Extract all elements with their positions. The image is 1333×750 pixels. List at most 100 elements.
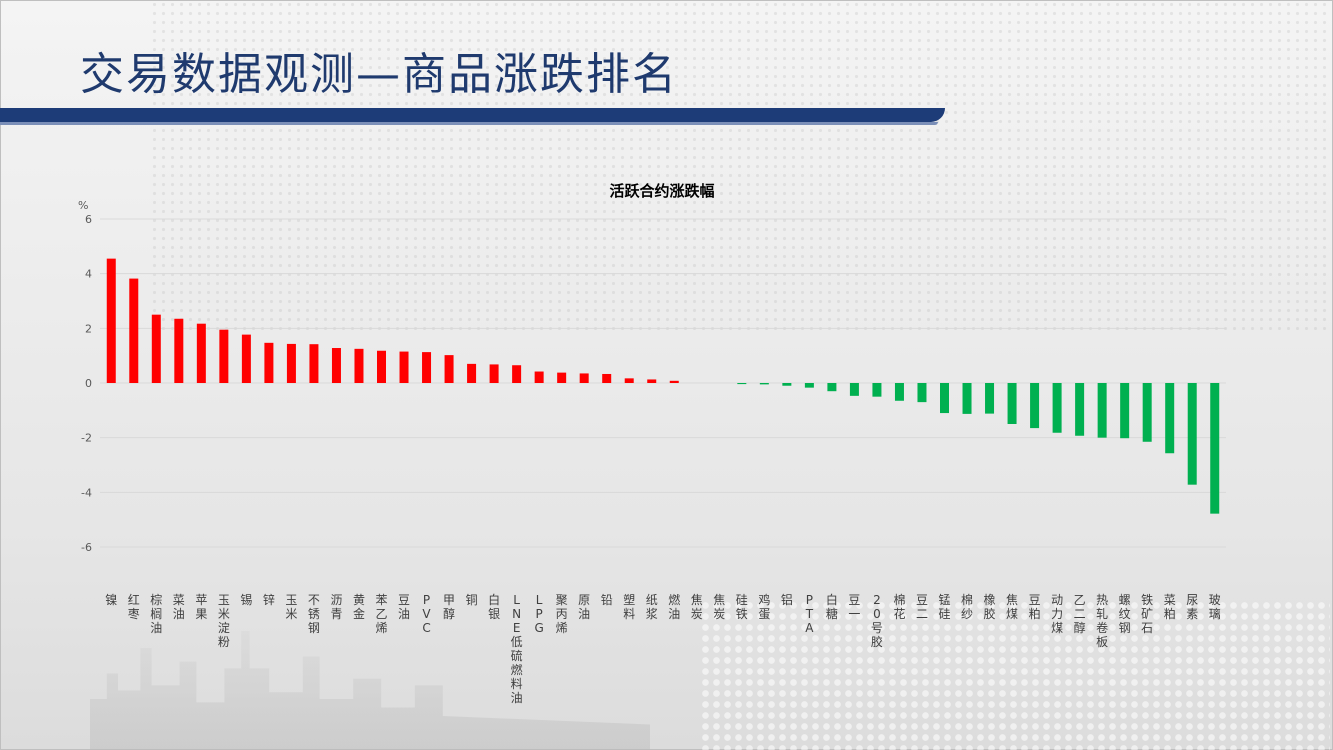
x-category-label: 锌 (263, 593, 275, 607)
bar (129, 278, 139, 383)
x-category-label: 菜粕 (1164, 593, 1176, 621)
x-category-label: 豆一 (848, 593, 860, 621)
bar (1165, 383, 1175, 454)
x-category-label: 不锈钢 (308, 593, 320, 635)
x-category-label: 黄金 (353, 593, 365, 621)
bar (602, 373, 612, 383)
bar (399, 351, 409, 383)
bar (872, 383, 882, 397)
bar (489, 364, 499, 383)
bar (174, 318, 184, 383)
bar (579, 373, 589, 383)
bar (354, 348, 364, 383)
x-category-label: 焦炭 (713, 593, 725, 621)
x-category-label: 螺纹钢 (1119, 593, 1131, 635)
bar (827, 383, 837, 392)
x-category-label: 纸浆 (646, 593, 658, 621)
x-category-label: 沥青 (330, 593, 342, 621)
bar (241, 334, 251, 383)
bar (557, 372, 567, 383)
bar (1075, 383, 1085, 436)
x-category-label: 棕榈油 (150, 592, 162, 635)
y-tick-label: 2 (85, 322, 92, 335)
y-tick-label: 6 (85, 213, 92, 226)
x-category-label: 焦炭 (691, 593, 703, 621)
x-category-label: 铁矿石 (1141, 593, 1153, 635)
bar (467, 363, 477, 383)
x-category-label: 乙二醇 (1074, 593, 1086, 635)
bar (331, 348, 341, 383)
hexagon-pattern-background (700, 600, 1330, 750)
x-category-label: 硅铁 (736, 593, 748, 621)
x-category-label: 锰硅 (938, 592, 950, 621)
bar (647, 379, 657, 383)
y-axis-unit-label: % (78, 199, 88, 212)
x-category-label: 白糖 (826, 592, 838, 621)
slide-title: 交易数据观测—商品涨跌排名 (80, 49, 678, 100)
bar (264, 342, 274, 383)
category-labels: 镍红枣棕榈油菜油苹果玉米淀粉锡锌玉米不锈钢沥青黄金苯乙烯豆油 P V C 甲醇铜 白银 L N… (105, 592, 1220, 705)
y-axis-ticks: 6 4 2 0 -2 -4 -6 (81, 213, 92, 554)
x-category-label: 白银 (488, 592, 500, 621)
y-tick-label: -4 (81, 486, 92, 499)
x-category-label: 豆油 (398, 593, 410, 621)
x-category-label: 铜 (466, 592, 478, 607)
x-category-label: 棉花 (893, 593, 905, 621)
bar (219, 329, 229, 383)
y-tick-label: -2 (81, 432, 92, 445)
x-category-label: 甲醇 (443, 593, 455, 621)
bar (1187, 383, 1197, 485)
x-category-label: 玉米 (285, 593, 297, 621)
x-category-label: 镍 (105, 593, 117, 607)
bar (985, 383, 995, 414)
bar (894, 383, 904, 401)
x-category-label: 豆二 (916, 593, 928, 621)
x-category-label: 玻璃 (1209, 593, 1221, 621)
x-category-label: 豆粕 (1029, 593, 1041, 621)
x-category-label: 玉米淀粉 (218, 593, 230, 649)
x-category-label: 鸡蛋 (758, 592, 770, 621)
title-underline-shadow (0, 122, 938, 125)
bar (286, 343, 296, 383)
x-category-label: 2 0 号胶 (871, 593, 883, 649)
x-category-label: 橡胶 (984, 593, 996, 621)
bar (737, 383, 747, 385)
x-category-label: 菜油 (173, 593, 185, 621)
bar (106, 258, 116, 383)
y-tick-label: 0 (85, 377, 92, 390)
bar (1030, 383, 1040, 429)
bar (940, 383, 949, 414)
bar (669, 380, 679, 383)
x-category-label: 锡 (240, 592, 252, 607)
bar (1097, 383, 1107, 438)
x-category-label: 尿素 (1186, 593, 1198, 621)
bar (534, 371, 544, 383)
world-map-background (150, 0, 1330, 330)
bar (804, 383, 814, 388)
bar (444, 355, 454, 383)
bar (512, 365, 522, 383)
x-category-label: 铝 (781, 592, 793, 607)
title-underline-bar (0, 108, 945, 122)
bar (1210, 383, 1220, 514)
gridlines (100, 218, 1226, 548)
x-category-label: 棉纱 (961, 593, 973, 621)
bar (422, 352, 432, 383)
x-category-label: 焦煤 (1006, 593, 1018, 621)
x-category-label: 热轧卷板 (1096, 593, 1108, 649)
x-category-label: 动力煤 (1051, 593, 1063, 635)
y-tick-label: 4 (85, 268, 92, 281)
chart-title: 活跃合约涨跌幅 (609, 182, 714, 200)
bar (151, 314, 161, 383)
bar (782, 383, 792, 386)
x-category-label: 苯乙烯 (375, 593, 387, 635)
bar (1120, 383, 1130, 439)
bar (377, 350, 386, 383)
bar (624, 378, 634, 383)
bar (849, 383, 859, 396)
x-category-label: 聚丙烯 (556, 593, 568, 635)
